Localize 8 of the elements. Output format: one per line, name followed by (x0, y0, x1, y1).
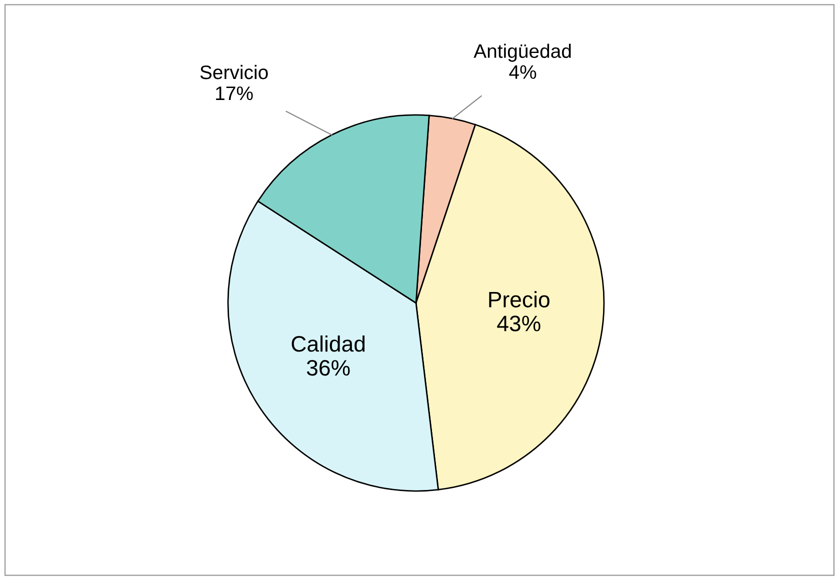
slice-label: Precio (489, 291, 550, 308)
slice-label: Servicio (200, 64, 268, 80)
slice-label: Calidad (292, 335, 365, 352)
data-label: 4% (509, 65, 536, 79)
data-label: 17% (216, 86, 253, 100)
data-label: 43% (497, 316, 540, 332)
data-label: 36% (306, 360, 350, 376)
slice-label: Antigüedad (474, 44, 571, 62)
